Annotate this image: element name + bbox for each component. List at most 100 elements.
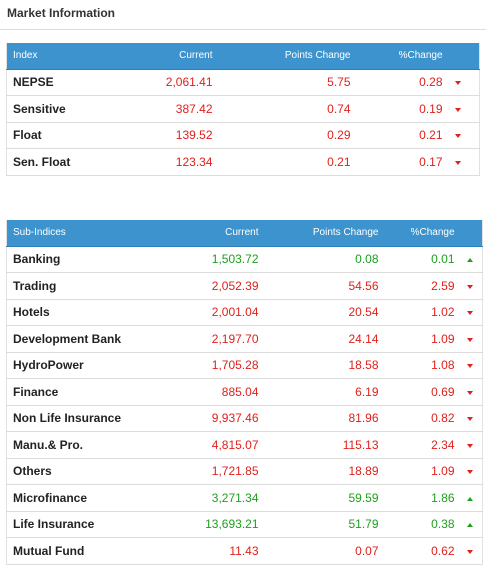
current-value: 2,061.41	[136, 69, 213, 96]
pct-change-value: 0.28	[350, 69, 443, 96]
index-name: Microfinance	[6, 484, 147, 512]
direction-cell	[442, 148, 480, 176]
pct-change-value: 1.09	[378, 458, 455, 485]
arrow-down-icon	[466, 311, 473, 316]
points-change-value: 0.07	[258, 537, 379, 565]
index-name: Life Insurance	[6, 511, 147, 538]
current-value: 387.42	[136, 95, 213, 123]
points-change-value: 54.56	[258, 272, 379, 300]
arrow-down-icon	[454, 107, 461, 112]
table-row[interactable]: Finance 885.04 6.19 0.69	[6, 378, 483, 406]
table-row[interactable]: Manu.& Pro. 4,815.07 115.13 2.34	[6, 431, 483, 459]
points-change-value: 20.54	[258, 299, 379, 326]
index-name: Sensitive	[6, 95, 137, 123]
pct-change-value: 1.09	[378, 325, 455, 353]
direction-cell	[454, 537, 483, 565]
pct-change-value: 1.08	[378, 352, 455, 379]
arrow-down-icon	[454, 81, 461, 86]
direction-cell	[442, 69, 480, 96]
pct-change-value: 1.86	[378, 484, 455, 512]
pct-change-value: 0.19	[350, 95, 443, 123]
index-name: HydroPower	[6, 352, 147, 379]
current-value: 11.43	[146, 537, 259, 565]
arrow-down-icon	[466, 337, 473, 342]
current-value: 885.04	[146, 378, 259, 406]
current-value: 9,937.46	[146, 405, 259, 432]
points-change-value: 115.13	[258, 431, 379, 459]
arrow-down-icon	[466, 417, 473, 422]
table-row[interactable]: Others 1,721.85 18.89 1.09	[6, 458, 483, 485]
arrow-down-icon	[466, 549, 473, 554]
index-table: Index Current Points Change %Change NEPS…	[6, 43, 480, 176]
current-value: 2,052.39	[146, 272, 259, 300]
column-header-pct-change[interactable]: %Change	[378, 220, 455, 247]
index-name: Float	[6, 122, 137, 149]
points-change-value: 81.96	[258, 405, 379, 432]
direction-cell	[442, 95, 480, 123]
arrow-up-icon	[466, 258, 473, 263]
table-row[interactable]: HydroPower 1,705.28 18.58 1.08	[6, 352, 483, 379]
pct-change-value: 0.17	[350, 148, 443, 176]
arrow-down-icon	[454, 134, 461, 139]
current-value: 2,197.70	[146, 325, 259, 353]
current-value: 139.52	[136, 122, 213, 149]
arrow-down-icon	[466, 364, 473, 369]
points-change-value: 0.74	[212, 95, 351, 123]
table-row[interactable]: Microfinance 3,271.34 59.59 1.86	[6, 484, 483, 512]
column-header-index[interactable]: Index	[6, 43, 137, 70]
direction-cell	[454, 378, 483, 406]
pct-change-value: 0.01	[378, 246, 455, 273]
pct-change-value: 2.34	[378, 431, 455, 459]
direction-cell	[454, 299, 483, 326]
direction-cell	[454, 484, 483, 512]
direction-cell	[454, 431, 483, 459]
table-row[interactable]: Non Life Insurance 9,937.46 81.96 0.82	[6, 405, 483, 432]
points-change-value: 24.14	[258, 325, 379, 353]
index-name: Manu.& Pro.	[6, 431, 147, 459]
pct-change-value: 2.59	[378, 272, 455, 300]
table-row[interactable]: NEPSE 2,061.41 5.75 0.28	[6, 69, 480, 96]
table-row[interactable]: Mutual Fund 11.43 0.07 0.62	[6, 537, 483, 565]
pct-change-value: 1.02	[378, 299, 455, 326]
column-header-pct-change[interactable]: %Change	[350, 43, 443, 70]
direction-cell	[454, 272, 483, 300]
panel-title: Market Information	[0, 0, 486, 30]
current-value: 123.34	[136, 148, 213, 176]
table-row[interactable]: Trading 2,052.39 54.56 2.59	[6, 272, 483, 300]
column-header-current[interactable]: Current	[146, 220, 259, 247]
points-change-value: 18.58	[258, 352, 379, 379]
direction-cell	[454, 352, 483, 379]
current-value: 1,705.28	[146, 352, 259, 379]
arrow-down-icon	[454, 160, 461, 165]
column-header-sub-indices[interactable]: Sub-Indices	[6, 220, 147, 247]
direction-cell	[454, 246, 483, 273]
index-name: Sen. Float	[6, 148, 137, 176]
points-change-value: 59.59	[258, 484, 379, 512]
index-name: Mutual Fund	[6, 537, 147, 565]
points-change-value: 5.75	[212, 69, 351, 96]
table-row[interactable]: Sensitive 387.42 0.74 0.19	[6, 95, 480, 123]
column-header-current[interactable]: Current	[136, 43, 213, 70]
direction-cell	[454, 405, 483, 432]
table-row[interactable]: Life Insurance 13,693.21 51.79 0.38	[6, 511, 483, 538]
pct-change-value: 0.69	[378, 378, 455, 406]
current-value: 2,001.04	[146, 299, 259, 326]
direction-cell	[454, 325, 483, 353]
current-value: 1,503.72	[146, 246, 259, 273]
current-value: 13,693.21	[146, 511, 259, 538]
current-value: 3,271.34	[146, 484, 259, 512]
column-header-points-change[interactable]: Points Change	[258, 220, 379, 247]
pct-change-value: 0.21	[350, 122, 443, 149]
pct-change-value: 0.38	[378, 511, 455, 538]
pct-change-value: 0.62	[378, 537, 455, 565]
table-row[interactable]: Development Bank 2,197.70 24.14 1.09	[6, 325, 483, 353]
table-row[interactable]: Hotels 2,001.04 20.54 1.02	[6, 299, 483, 326]
table-row[interactable]: Float 139.52 0.29 0.21	[6, 122, 480, 149]
arrow-down-icon	[466, 284, 473, 289]
column-header-points-change[interactable]: Points Change	[212, 43, 351, 70]
current-value: 4,815.07	[146, 431, 259, 459]
table-row[interactable]: Banking 1,503.72 0.08 0.01	[6, 246, 483, 273]
index-name: Development Bank	[6, 325, 147, 353]
table-row[interactable]: Sen. Float 123.34 0.21 0.17	[6, 148, 480, 176]
subindex-table: Sub-Indices Current Points Change %Chang…	[6, 220, 483, 565]
